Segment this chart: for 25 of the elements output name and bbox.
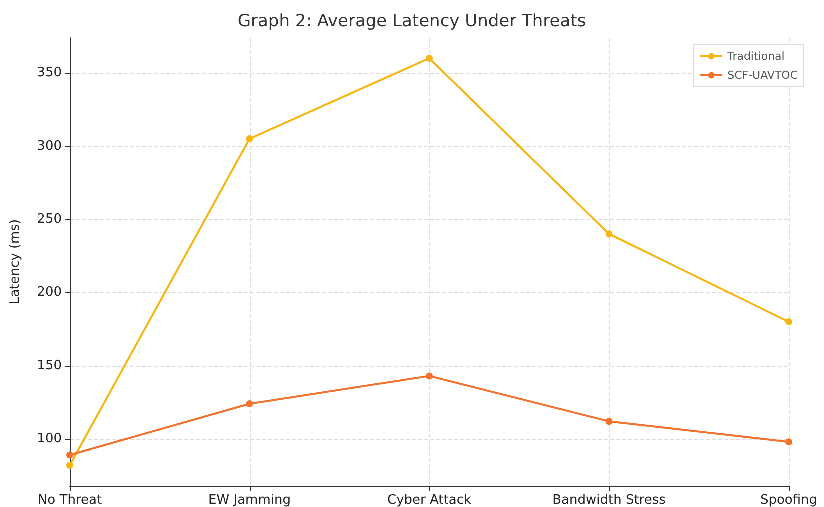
legend-label: SCF-UAVTOC — [728, 69, 798, 82]
y-tick-label: 250 — [37, 212, 62, 228]
x-tick-label: No Threat — [38, 493, 102, 507]
x-tick-label: Spoofing — [760, 493, 818, 507]
y-tick-label: 150 — [37, 358, 62, 374]
y-tick-label: 350 — [37, 66, 62, 81]
x-tick-label: Bandwidth Stress — [552, 493, 666, 507]
y-tick-label: 300 — [37, 138, 62, 154]
point — [606, 418, 613, 426]
y-tick-label: 100 — [37, 432, 62, 447]
chart-title: Graph 2: Average Latency Under Threats — [238, 12, 586, 32]
y-axis-title: Latency (ms) — [8, 219, 23, 305]
legend-label: Traditional — [726, 50, 785, 63]
point — [426, 372, 433, 380]
point — [246, 400, 254, 408]
point — [66, 462, 74, 469]
point — [786, 318, 792, 326]
point — [786, 438, 792, 446]
point — [66, 452, 74, 459]
y-tick-label: 200 — [37, 285, 62, 300]
x-tick-label: EW Jamming — [208, 493, 291, 507]
x-tick-label: Cyber Attack — [388, 493, 472, 507]
point — [606, 230, 613, 238]
point — [246, 136, 254, 143]
point — [426, 55, 433, 62]
